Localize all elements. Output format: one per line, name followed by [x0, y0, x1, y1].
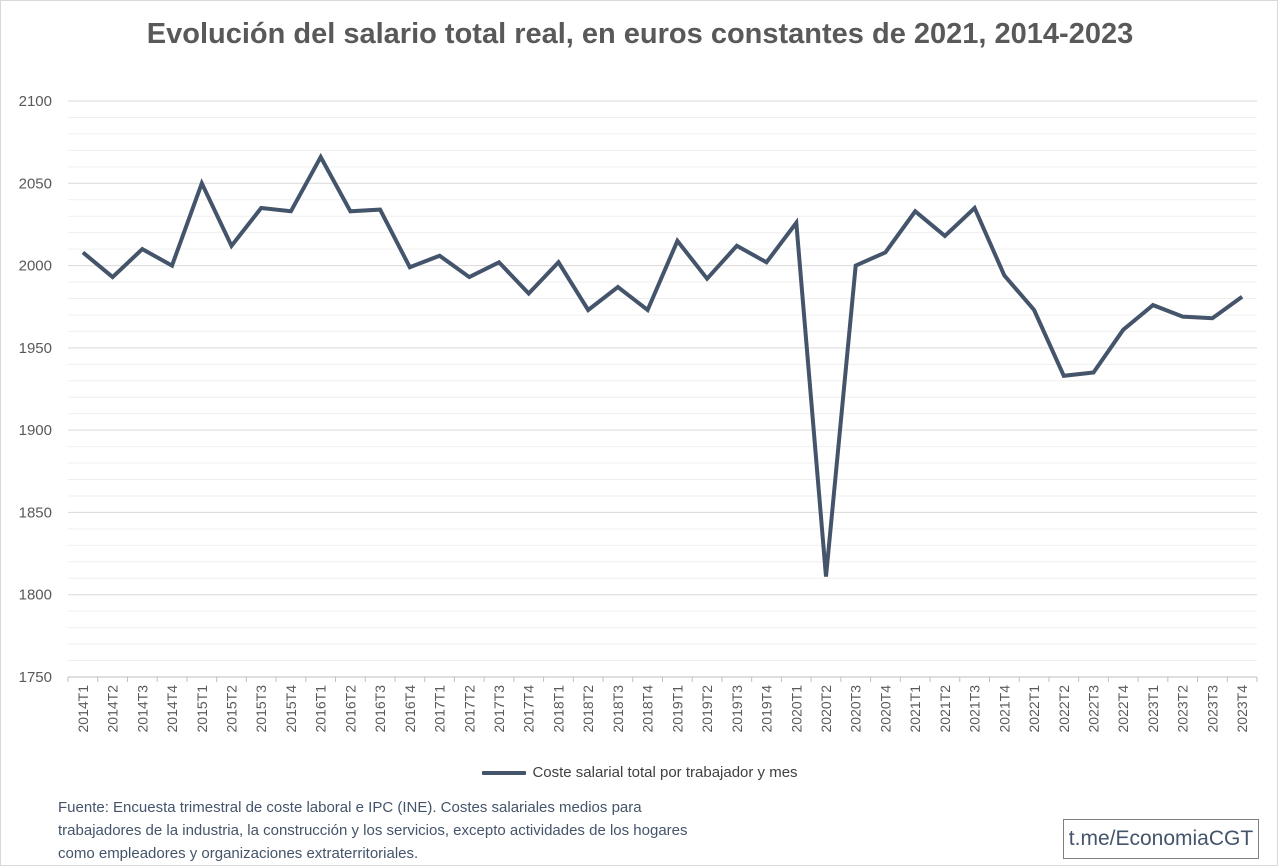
y-tick-label: 1850	[19, 504, 52, 521]
x-tick-label: 2022T1	[1026, 685, 1042, 733]
x-tick-label: 2022T3	[1086, 685, 1102, 733]
x-tick-label: 2018T2	[580, 685, 596, 733]
x-tick-label: 2017T3	[491, 685, 507, 733]
x-tick-label: 2017T1	[432, 685, 448, 733]
x-tick-label: 2019T1	[669, 685, 685, 733]
x-tick-label: 2015T2	[223, 685, 239, 733]
x-tick-label: 2019T2	[699, 685, 715, 733]
legend-swatch	[482, 770, 527, 775]
legend-label: Coste salarial total por trabajador y me…	[532, 764, 798, 781]
x-tick-label: 2021T1	[907, 685, 923, 733]
y-tick-label: 1950	[19, 340, 52, 357]
x-tick-label: 2023T1	[1145, 685, 1161, 733]
x-tick-label: 2014T4	[164, 685, 180, 733]
x-tick-label: 2014T1	[75, 685, 91, 733]
x-tick-label: 2019T4	[759, 685, 775, 733]
x-tick-label: 2018T1	[550, 685, 566, 733]
y-tick-label: 2050	[19, 175, 52, 192]
source-note: Fuente: Encuesta trimestral de coste lab…	[58, 796, 778, 865]
x-tick-label: 2019T3	[729, 685, 745, 733]
x-tick-label: 2020T4	[877, 685, 893, 733]
x-tick-label: 2017T4	[521, 685, 537, 733]
x-tick-label: 2023T4	[1234, 685, 1250, 733]
x-tick-label: 2018T3	[610, 685, 626, 733]
x-tick-label: 2015T4	[283, 685, 299, 733]
x-tick-label: 2020T3	[848, 685, 864, 733]
series-line	[81, 152, 1244, 577]
x-tick-label: 2020T1	[788, 685, 804, 733]
x-tick-label: 2021T4	[996, 685, 1012, 733]
x-tick-label: 2016T3	[372, 685, 388, 733]
source-line-2: trabajadores de la industria, la constru…	[58, 822, 688, 839]
source-line-1: Fuente: Encuesta trimestral de coste lab…	[58, 799, 642, 816]
x-tick-label: 2016T4	[402, 685, 418, 733]
x-tick-label: 2015T3	[253, 685, 269, 733]
x-tick-label: 2022T2	[1056, 685, 1072, 733]
x-tick-label: 2014T3	[134, 685, 150, 733]
source-line-3: como empleadores y organizaciones extrat…	[58, 845, 419, 862]
chart-title: Evolución del salario total real, en eur…	[146, 18, 1134, 50]
x-tick-label: 2021T2	[937, 685, 953, 733]
x-tick-label: 2014T2	[105, 685, 121, 733]
y-tick-label: 2000	[19, 258, 52, 275]
telegram-handle-box: t.me/EconomiaCGT	[1063, 819, 1259, 859]
x-tick-label: 2017T2	[461, 685, 477, 733]
x-tick-label: 2018T4	[640, 685, 656, 733]
x-tick-label: 2023T3	[1204, 685, 1220, 733]
x-tick-label: 2020T2	[818, 685, 834, 733]
telegram-handle: t.me/EconomiaCGT	[1068, 827, 1254, 850]
x-tick-label: 2016T1	[313, 685, 329, 733]
y-tick-label: 1900	[19, 422, 52, 439]
y-tick-label: 1800	[19, 587, 52, 604]
y-tick-label: 2100	[19, 93, 52, 110]
y-tick-label: 1750	[19, 669, 52, 686]
x-tick-label: 2021T3	[967, 685, 983, 733]
legend: Coste salarial total por trabajador y me…	[0, 764, 1280, 781]
x-tick-label: 2023T2	[1175, 685, 1191, 733]
x-tick-label: 2016T2	[342, 685, 358, 733]
x-tick-label: 2015T1	[194, 685, 210, 733]
x-tick-label: 2022T4	[1115, 685, 1131, 733]
